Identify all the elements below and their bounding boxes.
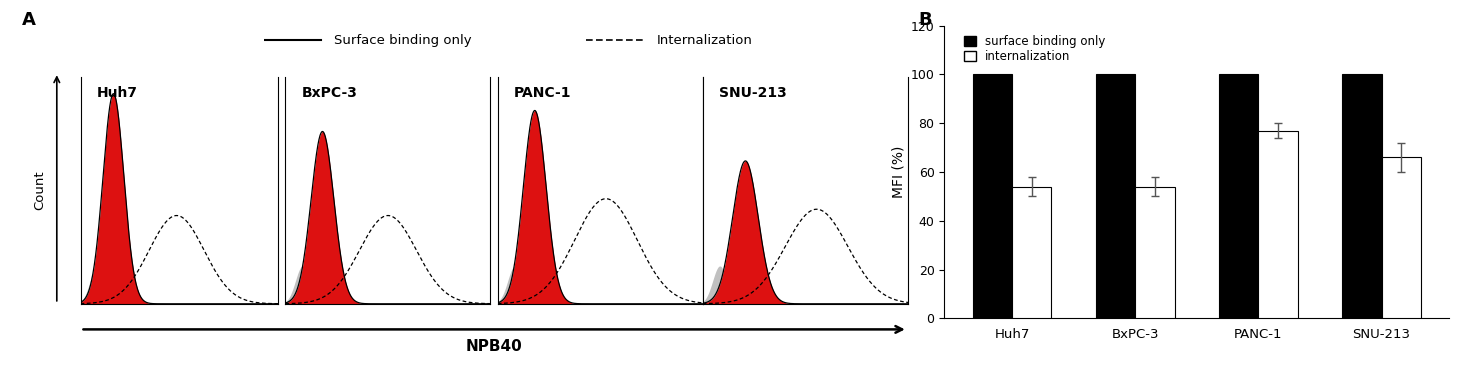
Bar (1135, 187, 1174, 318)
Bar (1259, 131, 1297, 318)
Text: BxPC-3: BxPC-3 (302, 86, 357, 100)
Text: PANC-1: PANC-1 (514, 86, 571, 100)
Text: SNU-213: SNU-213 (719, 86, 786, 100)
Text: A: A (22, 11, 35, 29)
Text: Count: Count (34, 171, 45, 210)
Text: NPB40: NPB40 (466, 339, 523, 354)
Text: B: B (918, 11, 931, 29)
Bar (1012, 187, 1051, 318)
Bar (1095, 74, 1135, 318)
Bar (1342, 74, 1382, 318)
Bar (1382, 157, 1422, 318)
Y-axis label: MFI (%): MFI (%) (892, 146, 905, 198)
Text: Huh7: Huh7 (97, 86, 138, 100)
Text: Internalization: Internalization (656, 34, 752, 47)
Text: Surface binding only: Surface binding only (334, 34, 471, 47)
Legend: surface binding only, internalization: surface binding only, internalization (960, 31, 1110, 67)
Bar (972, 74, 1012, 318)
Bar (1220, 74, 1259, 318)
